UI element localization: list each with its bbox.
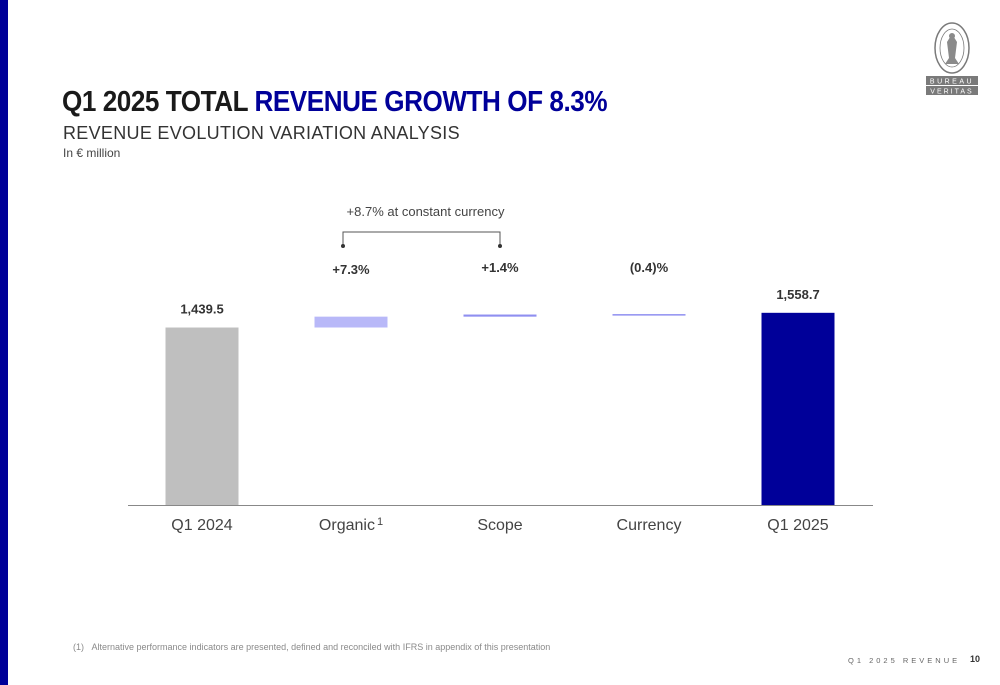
annotation-dot-right (498, 244, 502, 248)
data-label-0: 1,439.5 (180, 302, 223, 317)
category-label-3: Currency (617, 517, 682, 534)
category-label-1: Organic 1 (319, 516, 383, 534)
footnote-ref: (1) (73, 642, 84, 652)
unit-label: In € million (63, 146, 121, 160)
footnote-text: Alternative performance indicators are p… (91, 642, 551, 652)
bar-4 (761, 312, 835, 505)
left-accent-bar (0, 0, 8, 685)
bar-1 (314, 316, 388, 328)
page-title: Q1 2025 TOTAL REVENUE GROWTH OF 8.3% (62, 86, 608, 119)
category-footnote-marker: 1 (377, 516, 383, 528)
page-number: 10 (970, 654, 981, 664)
category-label-4: Q1 2025 (767, 517, 828, 534)
data-label-2: +1.4% (481, 260, 519, 275)
annotation-text: +8.7% at constant currency (347, 204, 505, 219)
annotation-dot-left (341, 244, 345, 248)
bar-2 (463, 314, 537, 317)
data-label-4: 1,558.7 (776, 287, 819, 302)
title-part-2: REVENUE GROWTH OF 8.3% (254, 86, 608, 118)
logo-text-veritas: VERITAS (930, 89, 973, 96)
annotation-bracket (342, 231, 501, 246)
data-label-3: (0.4)% (630, 260, 669, 275)
footer-section-label: Q1 2025 REVENUE (848, 656, 961, 665)
bureau-veritas-logo: BUREAU VERITAS (926, 22, 978, 96)
footnote: (1) Alternative performance indicators a… (73, 642, 550, 652)
bar-0 (165, 327, 239, 505)
bar-3 (612, 314, 686, 316)
data-label-1: +7.3% (332, 262, 370, 277)
category-label-2: Scope (477, 517, 522, 534)
page-subtitle: REVENUE EVOLUTION VARIATION ANALYSIS (63, 123, 460, 143)
category-label-0: Q1 2024 (171, 517, 232, 534)
logo-text-bureau: BUREAU (930, 79, 974, 86)
title-part-1: Q1 2025 TOTAL (62, 86, 255, 118)
